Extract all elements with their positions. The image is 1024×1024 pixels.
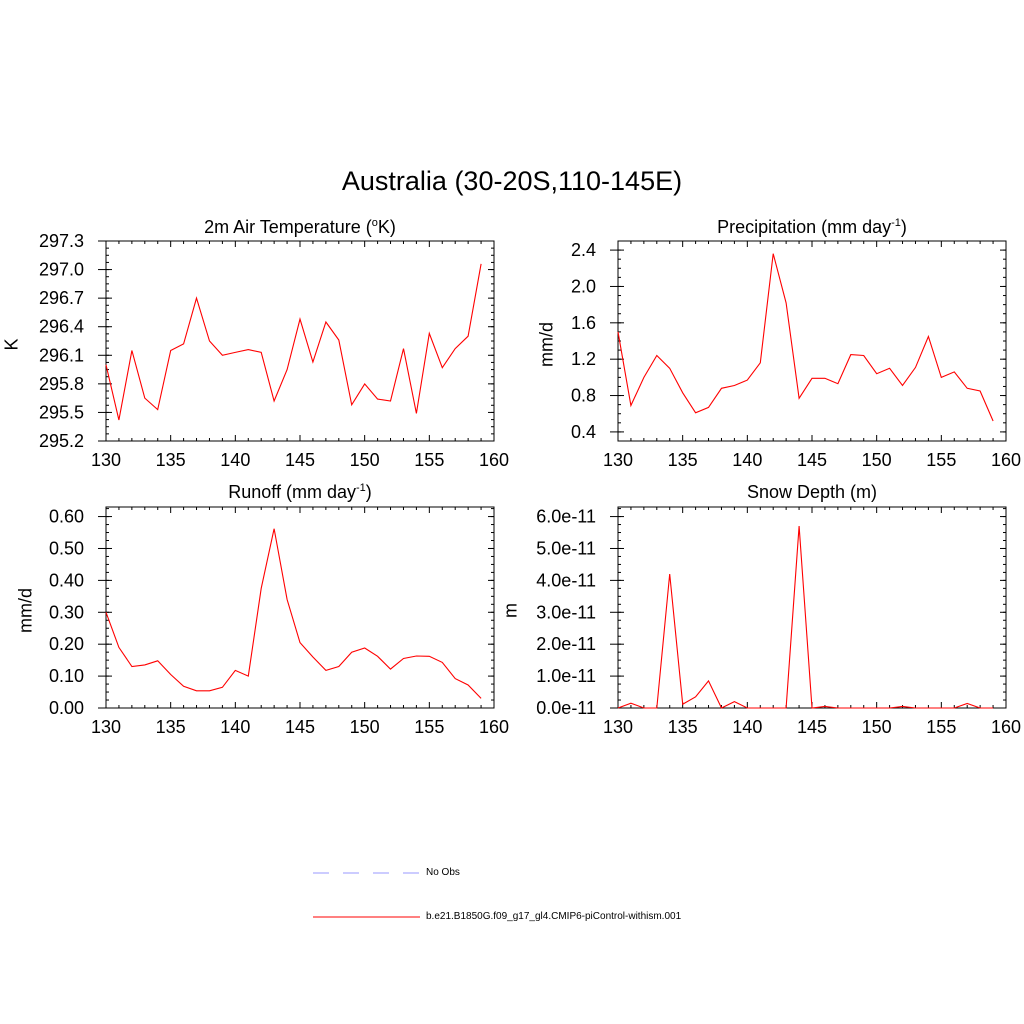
y-tick-label: 0.50 — [49, 538, 84, 558]
y-tick-label: 296.7 — [39, 288, 84, 308]
panel-title-sup: -1 — [891, 217, 901, 229]
x-tick-label: 160 — [991, 717, 1021, 737]
x-tick-label: 155 — [414, 450, 444, 470]
x-tick-label: 135 — [156, 717, 186, 737]
series-line-runoff — [105, 528, 482, 699]
y-tick-label: 6.0e-11 — [536, 507, 596, 527]
y-axis-label-runoff: mm/d — [15, 588, 36, 633]
panel-title-temperature: 2m Air Temperature (oK) — [106, 217, 494, 238]
panel-title-text: Snow Depth (m) — [746, 482, 878, 502]
x-tick-label: 135 — [668, 450, 698, 470]
series-line-snow-depth — [617, 526, 994, 709]
x-tick-label: 145 — [285, 450, 315, 470]
panel-title-snow-depth: Snow Depth (m) — [618, 482, 1006, 503]
y-tick-label: 5.0e-11 — [536, 538, 596, 558]
x-tick-label: 140 — [220, 450, 250, 470]
x-tick-label: 155 — [926, 450, 956, 470]
x-tick-label: 150 — [350, 717, 380, 737]
x-tick-label: 155 — [926, 717, 956, 737]
panel-title-runoff: Runoff (mm day-1) — [106, 482, 494, 503]
panel-title-text: Precipitation (mm day — [717, 217, 892, 237]
y-tick-label: 297.3 — [39, 231, 84, 251]
panel-title-post: ) — [365, 482, 372, 502]
y-tick-label: 296.1 — [39, 345, 84, 365]
x-tick-label: 130 — [91, 717, 121, 737]
panel-title-post: ) — [900, 217, 907, 237]
legend-label-model: b.e21.B1850G.f09_g17_gl4.CMIP6-piControl… — [426, 911, 682, 922]
y-tick-label: 0.40 — [49, 570, 84, 590]
panel-title-text: Runoff (mm day — [228, 482, 356, 502]
y-tick-label: 297.0 — [39, 260, 84, 280]
y-tick-label: 1.6 — [571, 313, 596, 333]
x-tick-label: 150 — [350, 450, 380, 470]
series-line-temperature — [105, 263, 482, 421]
panel-title-text: 2m Air Temperature ( — [204, 217, 372, 237]
x-tick-label: 145 — [797, 450, 827, 470]
panel-title-sup: o — [371, 217, 378, 229]
y-tick-label: 0.20 — [49, 634, 84, 654]
x-tick-label: 150 — [862, 450, 892, 470]
y-tick-label: 0.10 — [49, 666, 84, 686]
x-tick-label: 160 — [479, 717, 509, 737]
x-tick-label: 150 — [862, 717, 892, 737]
plot-frame-snow-depth — [617, 506, 1007, 709]
panel-title-post: K) — [377, 217, 396, 237]
y-tick-label: 0.4 — [571, 422, 596, 442]
y-tick-label: 295.2 — [39, 431, 84, 451]
x-tick-label: 130 — [603, 450, 633, 470]
x-tick-label: 130 — [603, 717, 633, 737]
y-tick-label: 2.4 — [571, 240, 596, 260]
legend-lines — [313, 872, 420, 918]
y-tick-label: 0.30 — [49, 602, 84, 622]
x-tick-label: 145 — [285, 717, 315, 737]
y-tick-label: 4.0e-11 — [536, 570, 596, 590]
plot-frame-precipitation — [617, 240, 1007, 442]
plot-frame-runoff — [105, 506, 495, 709]
y-tick-label: 296.4 — [39, 317, 84, 337]
x-tick-label: 140 — [732, 717, 762, 737]
y-axis-label-snow-depth: m — [500, 603, 521, 618]
y-tick-label: 2.0e-11 — [536, 634, 596, 654]
y-tick-label: 0.0e-11 — [536, 698, 596, 718]
x-tick-label: 140 — [732, 450, 762, 470]
y-tick-label: 0.00 — [49, 698, 84, 718]
y-tick-label: 295.8 — [39, 374, 84, 394]
x-tick-label: 130 — [91, 450, 121, 470]
y-tick-label: 2.0 — [571, 276, 596, 296]
panel-title-sup: -1 — [355, 482, 366, 494]
x-tick-label: 145 — [797, 717, 827, 737]
y-tick-label: 295.5 — [39, 402, 84, 422]
y-tick-label: 3.0e-11 — [536, 602, 596, 622]
x-tick-label: 155 — [414, 717, 444, 737]
y-tick-label: 1.0e-11 — [536, 666, 596, 686]
x-tick-label: 135 — [156, 450, 186, 470]
series-line-precipitation — [617, 253, 994, 422]
y-axis-label-temperature: K — [1, 338, 22, 351]
x-tick-label: 135 — [668, 717, 698, 737]
plot-frame-temperature — [105, 240, 495, 442]
figure-title: Australia (30-20S,110-145E) — [341, 166, 683, 196]
x-tick-label: 160 — [479, 450, 509, 470]
y-axis-label-precipitation: mm/d — [536, 322, 557, 367]
y-tick-label: 0.8 — [571, 386, 596, 406]
y-tick-label: 0.60 — [49, 507, 84, 527]
panel-title-precipitation: Precipitation (mm day-1) — [618, 217, 1006, 238]
x-tick-label: 160 — [991, 450, 1021, 470]
legend-label-no-obs: No Obs — [426, 867, 460, 878]
x-tick-label: 140 — [220, 717, 250, 737]
y-tick-label: 1.2 — [571, 349, 596, 369]
